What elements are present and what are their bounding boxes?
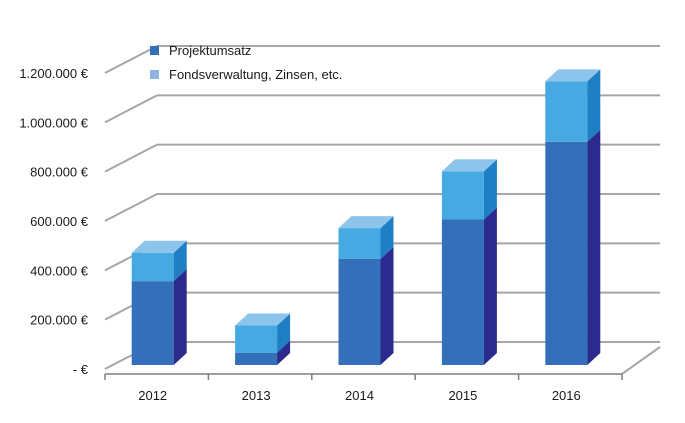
legend: Projektumsatz Fondsverwaltung, Zinsen, e… (150, 43, 342, 82)
y-tick-label: 800.000 € (30, 165, 89, 180)
floor-right-edge (621, 346, 661, 375)
bar-side-2014 (380, 246, 394, 365)
bar-fondsverwaltung-2012 (131, 252, 174, 282)
bar-top-2016 (545, 69, 601, 82)
bar-side-2013 (277, 313, 291, 353)
bar-side-2012 (173, 240, 187, 282)
bar-fondsverwaltung-2016 (545, 81, 588, 142)
x-tick-label-2012: 2012 (138, 388, 167, 403)
legend-swatch-fondsverwaltung (150, 70, 159, 79)
bar-side-2013 (277, 340, 291, 365)
y-tick-label: 200.000 € (30, 313, 89, 328)
x-tick-label-2015: 2015 (448, 388, 477, 403)
legend-swatch-projektumsatz (150, 46, 159, 55)
bar-projektumsatz-2012 (131, 281, 174, 365)
y-tick-label: 400.000 € (30, 263, 89, 278)
legend-label-projektumsatz: Projektumsatz (169, 43, 251, 58)
gridline-diagonal (104, 193, 158, 222)
x-tick-label-2014: 2014 (345, 388, 374, 403)
bar-top-2014 (338, 216, 394, 229)
bar-fondsverwaltung-2014 (338, 228, 381, 259)
y-tick-label: 1.200.000 € (19, 66, 88, 81)
bar-side-2012 (173, 269, 187, 365)
bar-fondsverwaltung-2015 (441, 171, 484, 220)
y-tick-label: - € (73, 362, 89, 377)
gridline-diagonal (104, 45, 158, 74)
bar-top-2015 (441, 159, 497, 172)
bar-side-2014 (380, 216, 394, 259)
bar-projektumsatz-2014 (338, 258, 381, 365)
legend-label-fondsverwaltung: Fondsverwaltung, Zinsen, etc. (169, 67, 342, 82)
gridline-diagonal (104, 94, 158, 124)
bar-projektumsatz-2013 (235, 352, 278, 365)
axes (104, 373, 623, 380)
bar-projektumsatz-2015 (441, 219, 484, 365)
bars (131, 69, 601, 365)
y-tick-label: 600.000 € (30, 214, 89, 229)
bar-top-2013 (235, 313, 291, 326)
axis-labels: - € 200.000 € 400.000 € 600.000 € 800.000 € 1… (19, 66, 580, 403)
x-tick-label-2016: 2016 (552, 388, 581, 403)
y-tick-label: 1.000.000 € (19, 115, 88, 130)
gridline-diagonal (104, 143, 158, 173)
bar-projektumsatz-2016 (545, 141, 588, 365)
bar-side-2016 (587, 129, 601, 365)
bar-top-2012 (131, 240, 187, 253)
bar-side-2016 (587, 69, 601, 142)
bar-side-2015 (483, 207, 497, 365)
bar-side-2015 (483, 159, 497, 220)
bar-fondsverwaltung-2013 (235, 325, 278, 353)
x-tick-label-2013: 2013 (242, 388, 271, 403)
